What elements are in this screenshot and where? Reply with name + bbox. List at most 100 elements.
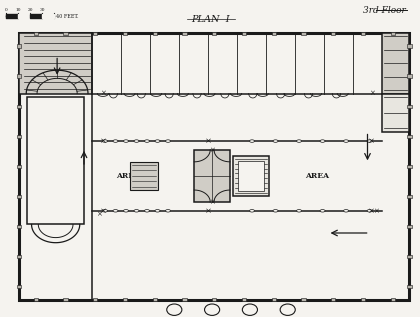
Bar <box>391 298 395 301</box>
Text: ×: × <box>368 137 375 145</box>
Ellipse shape <box>165 140 171 142</box>
Text: 20: 20 <box>27 8 33 12</box>
Bar <box>212 298 216 301</box>
Ellipse shape <box>144 210 150 212</box>
Ellipse shape <box>102 140 108 142</box>
Bar <box>194 150 230 202</box>
Ellipse shape <box>273 210 278 212</box>
Text: ×: × <box>100 137 106 145</box>
Bar <box>331 298 335 301</box>
Bar <box>19 33 409 300</box>
Bar <box>93 32 97 35</box>
Ellipse shape <box>367 140 372 142</box>
Text: 10: 10 <box>15 8 21 12</box>
Bar <box>407 255 412 258</box>
Bar <box>242 32 246 35</box>
Bar <box>212 32 216 35</box>
Bar <box>407 195 412 198</box>
Text: ×: × <box>96 210 102 218</box>
Ellipse shape <box>123 210 129 212</box>
Bar <box>301 298 305 301</box>
Bar <box>17 195 21 198</box>
Bar <box>93 298 97 301</box>
Ellipse shape <box>155 140 160 142</box>
Text: ×: × <box>100 207 106 215</box>
Ellipse shape <box>113 140 118 142</box>
Text: AREA: AREA <box>305 172 329 180</box>
Bar <box>17 135 21 138</box>
Ellipse shape <box>134 210 139 212</box>
Ellipse shape <box>320 210 325 212</box>
Bar <box>63 32 68 35</box>
Ellipse shape <box>320 140 325 142</box>
Ellipse shape <box>249 140 255 142</box>
Text: PLAN  I: PLAN I <box>191 15 229 24</box>
Bar <box>407 285 412 288</box>
Text: 30: 30 <box>39 8 45 12</box>
Text: AREA: AREA <box>116 172 140 180</box>
Text: ×: × <box>100 89 106 98</box>
Bar <box>407 135 412 138</box>
Ellipse shape <box>155 210 160 212</box>
Bar <box>272 298 276 301</box>
Text: ×: × <box>369 89 375 98</box>
Bar <box>18 14 30 18</box>
Text: ×: × <box>373 207 379 215</box>
Bar <box>27 97 84 224</box>
Bar <box>242 298 246 301</box>
Bar <box>17 255 21 258</box>
Bar <box>361 298 365 301</box>
Bar <box>301 32 305 35</box>
Bar <box>152 32 157 35</box>
Bar <box>382 94 409 132</box>
Bar <box>17 165 21 168</box>
Bar <box>391 32 395 35</box>
Bar <box>123 32 127 35</box>
Bar <box>239 161 264 191</box>
Bar <box>34 32 38 35</box>
Ellipse shape <box>102 210 108 212</box>
Ellipse shape <box>297 140 302 142</box>
Ellipse shape <box>344 210 349 212</box>
Bar <box>34 298 38 301</box>
Ellipse shape <box>273 140 278 142</box>
Bar <box>42 14 54 18</box>
Bar <box>6 14 18 18</box>
Ellipse shape <box>144 140 150 142</box>
Text: ×: × <box>209 198 215 206</box>
Bar <box>407 74 412 78</box>
Bar <box>331 32 335 35</box>
Bar <box>17 74 21 78</box>
Bar <box>382 33 409 94</box>
Ellipse shape <box>134 140 139 142</box>
Text: 40 FEET.: 40 FEET. <box>56 14 79 19</box>
Bar <box>130 162 158 190</box>
Ellipse shape <box>344 140 349 142</box>
Bar <box>407 44 412 48</box>
Bar <box>17 44 21 48</box>
Ellipse shape <box>113 210 118 212</box>
Ellipse shape <box>123 140 129 142</box>
Bar <box>361 32 365 35</box>
Text: ×: × <box>209 146 215 154</box>
Bar <box>152 298 157 301</box>
Bar <box>407 165 412 168</box>
Bar <box>182 298 186 301</box>
Bar <box>234 156 269 196</box>
Ellipse shape <box>367 210 372 212</box>
Text: 3rd Floor: 3rd Floor <box>362 6 405 15</box>
Bar <box>17 225 21 228</box>
Ellipse shape <box>165 210 171 212</box>
Text: ×: × <box>205 137 211 145</box>
Ellipse shape <box>249 210 255 212</box>
Bar <box>407 225 412 228</box>
Bar <box>17 105 21 108</box>
Bar <box>17 285 21 288</box>
Bar <box>272 32 276 35</box>
Bar <box>182 32 186 35</box>
Bar <box>123 298 127 301</box>
Bar <box>407 105 412 108</box>
Text: ×: × <box>205 207 211 215</box>
Bar <box>19 33 92 94</box>
Bar <box>63 298 68 301</box>
